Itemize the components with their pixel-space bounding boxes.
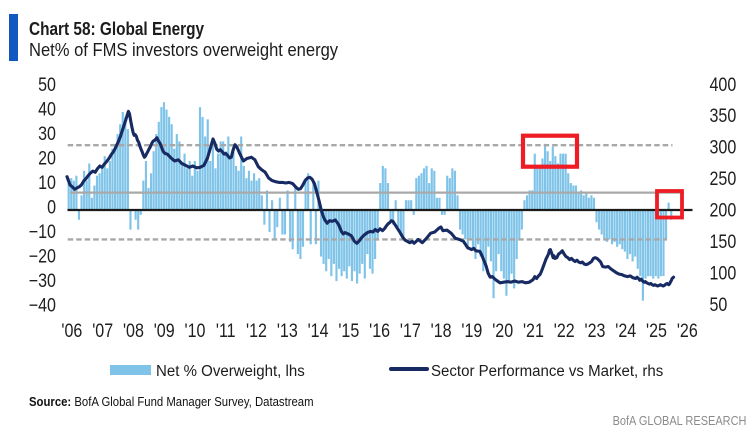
svg-text:30: 30 [38,123,56,145]
svg-text:50: 50 [709,294,727,316]
svg-text:'15: '15 [338,320,359,342]
svg-text:'06: '06 [61,320,82,342]
svg-text:'19: '19 [461,320,482,342]
svg-text:'22: '22 [554,320,575,342]
svg-text:20: 20 [38,147,56,169]
svg-text:'26: '26 [677,320,698,342]
svg-text:'18: '18 [431,320,452,342]
svg-text:100: 100 [709,262,736,284]
svg-text:−20: −20 [29,245,56,267]
svg-text:'11: '11 [216,320,236,342]
svg-text:'14: '14 [308,320,329,342]
svg-text:'21: '21 [523,320,544,342]
svg-text:'17: '17 [400,320,421,342]
svg-text:0: 0 [47,196,56,218]
svg-text:'09: '09 [154,320,175,342]
svg-text:−30: −30 [29,270,56,292]
svg-text:'13: '13 [277,320,298,342]
svg-text:'10: '10 [185,320,206,342]
svg-text:'08: '08 [123,320,144,342]
svg-text:'07: '07 [92,320,113,342]
svg-text:250: 250 [709,168,736,190]
svg-text:'20: '20 [492,320,513,342]
svg-text:200: 200 [709,199,736,221]
svg-text:'25: '25 [646,320,667,342]
svg-text:'24: '24 [615,320,636,342]
svg-text:'12: '12 [246,320,267,342]
svg-text:'16: '16 [369,320,390,342]
svg-text:400: 400 [709,74,736,96]
svg-text:−10: −10 [29,221,56,243]
svg-text:−40: −40 [29,294,56,316]
svg-text:'23: '23 [585,320,606,342]
svg-text:50: 50 [38,74,56,96]
svg-text:10: 10 [38,172,56,194]
svg-text:150: 150 [709,231,736,253]
svg-text:350: 350 [709,105,736,127]
svg-text:300: 300 [709,136,736,158]
svg-text:40: 40 [38,98,56,120]
